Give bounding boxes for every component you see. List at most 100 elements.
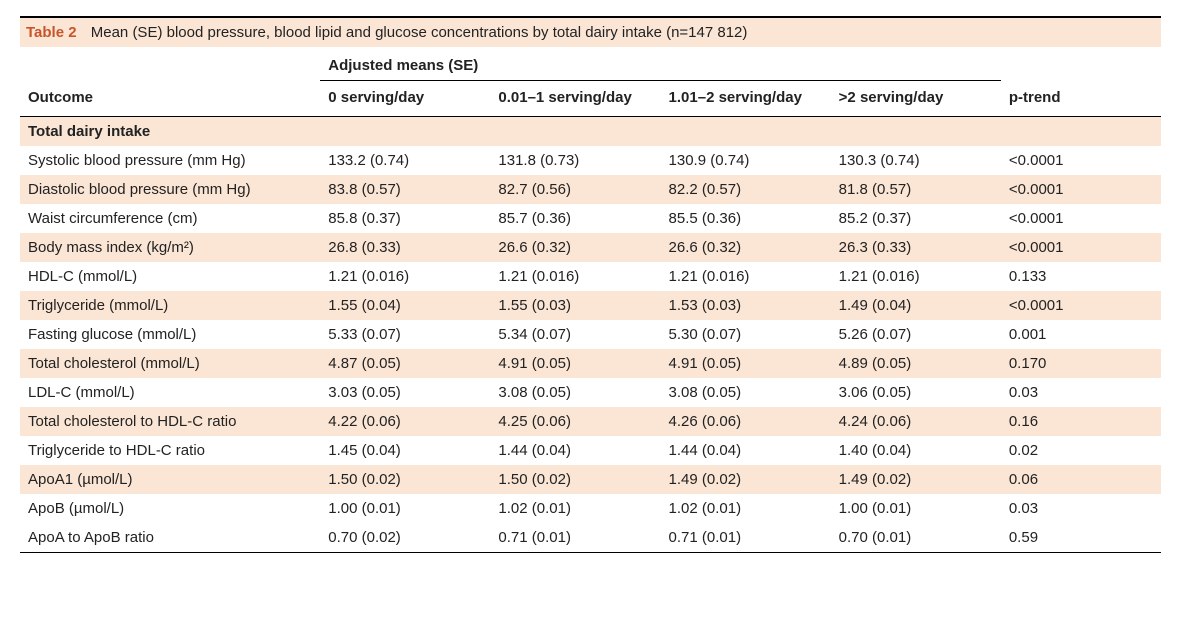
value-cell: 85.2 (0.37) (831, 204, 1001, 233)
outcome-cell: Total cholesterol (mmol/L) (20, 349, 320, 378)
ptrend-cell: 0.16 (1001, 407, 1161, 436)
table-row: Triglyceride to HDL-C ratio1.45 (0.04)1.… (20, 436, 1161, 465)
table-number: Table 2 (26, 24, 87, 41)
outcome-cell: Body mass index (kg/m²) (20, 233, 320, 262)
table-row: ApoA to ApoB ratio0.70 (0.02) 0.71 (0.01)… (20, 523, 1161, 553)
value-cell: 1.44 (0.04) (490, 436, 660, 465)
value-cell: 1.02 (0.01) (490, 494, 660, 523)
value-cell: 26.8 (0.33) (320, 233, 490, 262)
table-title-row: Table 2 Mean (SE) blood pressure, blood … (20, 16, 1161, 47)
ptrend-cell: <0.0001 (1001, 291, 1161, 320)
value-cell: 4.89 (0.05) (831, 349, 1001, 378)
table-row: Fasting glucose (mmol/L)5.33 (0.07)5.34 … (20, 320, 1161, 349)
table-head: Adjusted means (SE) Outcome 0 serving/da… (20, 47, 1161, 116)
value-cell: 1.55 (0.04) (320, 291, 490, 320)
outcome-cell: ApoA to ApoB ratio (20, 523, 320, 553)
value-cell: 1.44 (0.04) (661, 436, 831, 465)
value-cell: 4.91 (0.05) (490, 349, 660, 378)
value-cell: 3.06 (0.05) (831, 378, 1001, 407)
outcome-cell: HDL-C (mmol/L) (20, 262, 320, 291)
value-cell: 4.25 (0.06) (490, 407, 660, 436)
value-cell: 4.26 (0.06) (661, 407, 831, 436)
ptrend-cell: 0.06 (1001, 465, 1161, 494)
value-cell: 82.7 (0.56) (490, 175, 660, 204)
value-cell: 0.71 (0.01) (661, 523, 831, 553)
outcome-cell: Triglyceride (mmol/L) (20, 291, 320, 320)
ptrend-cell: 0.001 (1001, 320, 1161, 349)
value-cell: 5.33 (0.07) (320, 320, 490, 349)
value-cell: 1.21 (0.016) (661, 262, 831, 291)
col-0-serving: 0 serving/day (320, 81, 490, 117)
outcome-cell: Triglyceride to HDL-C ratio (20, 436, 320, 465)
ptrend-cell: 0.170 (1001, 349, 1161, 378)
header-spacer (20, 47, 320, 81)
table-row: HDL-C (mmol/L)1.21 (0.016)1.21 (0.016)1.… (20, 262, 1161, 291)
value-cell: 26.3 (0.33) (831, 233, 1001, 262)
value-cell: 131.8 (0.73) (490, 146, 660, 175)
outcome-cell: ApoA1 (µmol/L) (20, 465, 320, 494)
value-cell: 1.00 (0.01) (831, 494, 1001, 523)
ptrend-cell: 0.02 (1001, 436, 1161, 465)
value-cell: 4.87 (0.05) (320, 349, 490, 378)
value-cell: 85.8 (0.37) (320, 204, 490, 233)
value-cell: 1.55 (0.03) (490, 291, 660, 320)
value-cell: 1.50 (0.02) (320, 465, 490, 494)
table-row: Diastolic blood pressure (mm Hg)83.8 (0.… (20, 175, 1161, 204)
value-cell: 1.49 (0.02) (661, 465, 831, 494)
value-cell: 133.2 (0.74) (320, 146, 490, 175)
outcome-cell: Waist circumference (cm) (20, 204, 320, 233)
value-cell: 5.26 (0.07) (831, 320, 1001, 349)
value-cell: 1.21 (0.016) (320, 262, 490, 291)
value-cell: 3.08 (0.05) (490, 378, 660, 407)
col-outcome: Outcome (20, 81, 320, 117)
data-table: Adjusted means (SE) Outcome 0 serving/da… (20, 47, 1161, 553)
col-1to2-serving: 1.01–2 serving/day (661, 81, 831, 117)
ptrend-cell: <0.0001 (1001, 146, 1161, 175)
outcome-cell: Fasting glucose (mmol/L) (20, 320, 320, 349)
value-cell: 1.21 (0.016) (831, 262, 1001, 291)
table-row: Triglyceride (mmol/L)1.55 (0.04)1.55 (0.… (20, 291, 1161, 320)
value-cell: 1.21 (0.016) (490, 262, 660, 291)
ptrend-cell: 0.03 (1001, 378, 1161, 407)
table-row: Systolic blood pressure (mm Hg)133.2 (0.… (20, 146, 1161, 175)
outcome-cell: Systolic blood pressure (mm Hg) (20, 146, 320, 175)
value-cell: 1.49 (0.02) (831, 465, 1001, 494)
value-cell: 130.3 (0.74) (831, 146, 1001, 175)
section-heading: Total dairy intake (20, 116, 1161, 146)
table-row: Total cholesterol (mmol/L)4.87 (0.05)4.9… (20, 349, 1161, 378)
value-cell: 5.34 (0.07) (490, 320, 660, 349)
table-row: ApoB (µmol/L)1.00 (0.01)1.02 (0.01)1.02 … (20, 494, 1161, 523)
col-ptrend: p-trend (1001, 81, 1161, 117)
col-gt2-serving: >2 serving/day (831, 81, 1001, 117)
value-cell: 82.2 (0.57) (661, 175, 831, 204)
value-cell: 26.6 (0.32) (490, 233, 660, 262)
value-cell: 0.70 (0.02) (320, 523, 490, 553)
outcome-cell: ApoB (µmol/L) (20, 494, 320, 523)
table-row: ApoA1 (µmol/L)1.50 (0.02)1.50 (0.02)1.49… (20, 465, 1161, 494)
value-cell: 130.9 (0.74) (661, 146, 831, 175)
value-cell: 4.24 (0.06) (831, 407, 1001, 436)
value-cell: 83.8 (0.57) (320, 175, 490, 204)
value-cell: 1.00 (0.01) (320, 494, 490, 523)
value-cell: 4.91 (0.05) (661, 349, 831, 378)
col-0to1-serving: 0.01–1 serving/day (490, 81, 660, 117)
header-spacer (1001, 47, 1161, 81)
outcome-cell: Total cholesterol to HDL-C ratio (20, 407, 320, 436)
value-cell: 1.53 (0.03) (661, 291, 831, 320)
value-cell: 5.30 (0.07) (661, 320, 831, 349)
table-row: Waist circumference (cm)85.8 (0.37)85.7 … (20, 204, 1161, 233)
value-cell: 3.03 (0.05) (320, 378, 490, 407)
value-cell: 85.7 (0.36) (490, 204, 660, 233)
value-cell: 85.5 (0.36) (661, 204, 831, 233)
table-row: Body mass index (kg/m²)26.8 (0.33)26.6 (… (20, 233, 1161, 262)
value-cell: 4.22 (0.06) (320, 407, 490, 436)
header-group: Adjusted means (SE) (320, 47, 1001, 81)
outcome-cell: LDL-C (mmol/L) (20, 378, 320, 407)
value-cell: 1.50 (0.02) (490, 465, 660, 494)
value-cell: 1.40 (0.04) (831, 436, 1001, 465)
table-row: LDL-C (mmol/L)3.03 (0.05)3.08 (0.05)3.08… (20, 378, 1161, 407)
table-body: Total dairy intake Systolic blood pressu… (20, 116, 1161, 552)
table-2: Table 2 Mean (SE) blood pressure, blood … (20, 16, 1161, 553)
ptrend-cell: <0.0001 (1001, 175, 1161, 204)
table-row: Total cholesterol to HDL-C ratio4.22 (0.… (20, 407, 1161, 436)
